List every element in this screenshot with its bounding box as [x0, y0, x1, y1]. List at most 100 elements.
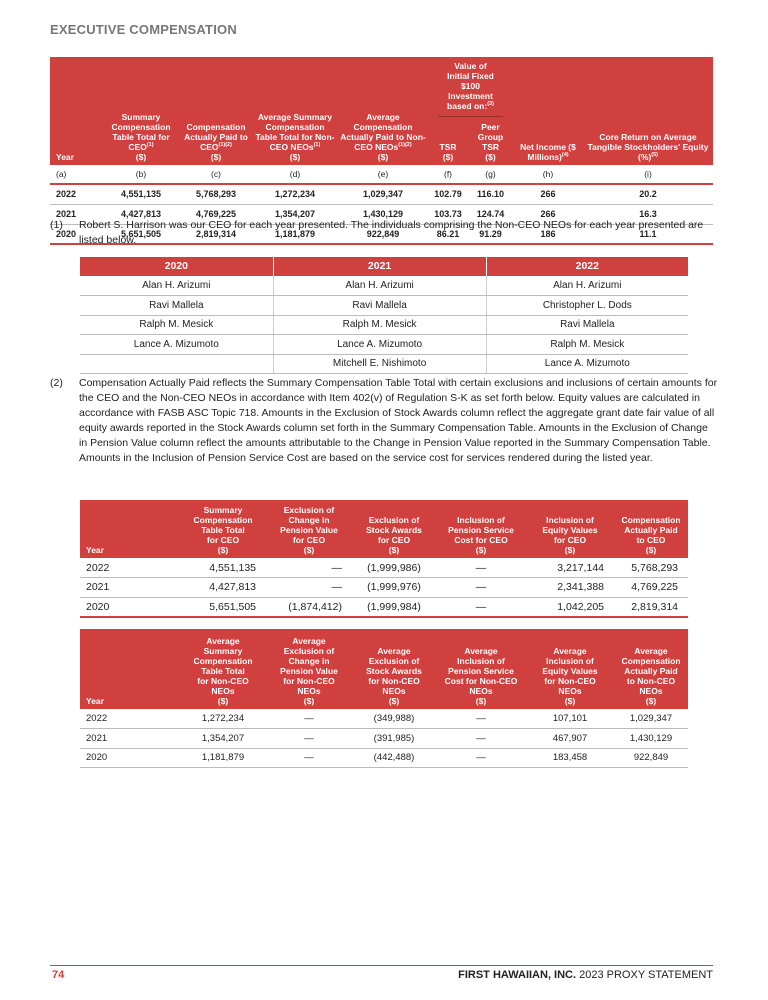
- header-line: Pension Value: [280, 525, 338, 535]
- table-cell: 2021: [80, 577, 180, 598]
- header-line: Average: [634, 646, 668, 656]
- header-line: Average: [377, 646, 411, 656]
- header-line: ($): [645, 696, 657, 706]
- header-line: Change in: [288, 515, 330, 525]
- table-cell: (391,985): [352, 728, 436, 749]
- table-cell: 124.74: [468, 204, 513, 225]
- header-line: Actually Paid: [624, 525, 678, 535]
- table-cell: 266: [513, 184, 583, 205]
- header-line: Equity Values: [542, 666, 598, 676]
- table-row: 2020 1,181,879— (442,488) —183,458 922,849: [80, 748, 688, 768]
- table-cell: 86.21: [428, 224, 468, 245]
- table-cell: 1,042,205: [526, 597, 614, 618]
- column-header: Exclusion of Change in Pension Value for CE…: [266, 500, 352, 558]
- table-cell: 467,907: [526, 728, 614, 749]
- col-group-investment: Value of Initial Fixed $100 Investment b…: [428, 57, 513, 120]
- table-row: 2022 4,551,135 5,768,293 1,272,234 1,029,347…: [50, 184, 713, 205]
- table-cell: —: [266, 728, 352, 749]
- table-cell: —: [266, 558, 352, 578]
- table-cell: (349,988): [352, 709, 436, 729]
- neo-name: Ravi Mallela: [80, 295, 274, 316]
- column-letter: (g): [468, 165, 513, 185]
- neo-name: Mitchell E. Nishimoto: [273, 354, 487, 374]
- table-cell: 3,217,144: [526, 558, 614, 578]
- footer-divider: [50, 965, 713, 966]
- header-line: Actually Paid: [624, 666, 678, 676]
- header-line: Summary: [203, 646, 243, 656]
- pay-versus-performance-table: Year Summary Compensation Table Total fo…: [50, 57, 713, 245]
- column-header: Inclusion of Equity Values for CEO ($): [526, 500, 614, 558]
- neo-name: Ravi Mallela: [486, 315, 688, 335]
- neo-name: Ralph M. Mesick: [80, 315, 274, 335]
- column-letter: (a): [50, 165, 102, 185]
- table-row: 2021 1,354,207— (391,985) —467,907 1,430,129: [80, 728, 688, 749]
- header-line: Inclusion of: [546, 656, 594, 666]
- header-line: Change in: [288, 656, 330, 666]
- header-line: Exclusion of: [283, 505, 335, 515]
- header-line: Pension Service: [448, 525, 514, 535]
- neo-name: Lance A. Mizumoto: [486, 354, 688, 374]
- header-line: ($): [388, 696, 400, 706]
- table-row: Ralph M. Mesick Ralph M. Mesick Ravi Malle…: [80, 315, 688, 335]
- column-letter: (d): [252, 165, 338, 185]
- column-header: Average Inclusion of Pension Service Cost f…: [436, 629, 526, 709]
- table-cell: —: [266, 709, 352, 729]
- neo-name: Alan H. Arizumi: [486, 276, 688, 296]
- table-cell: 2020: [50, 224, 102, 245]
- table-cell: 4,427,813: [180, 577, 266, 598]
- header-line: Pension Service: [448, 666, 514, 676]
- table-cell: 20.2: [583, 184, 713, 205]
- table-cell: 2020: [80, 597, 180, 618]
- table-cell: 5,651,505: [102, 224, 180, 245]
- table-cell: 103.73: [428, 204, 468, 225]
- table-cell: —: [266, 577, 352, 598]
- table-cell: 1,272,234: [252, 184, 338, 205]
- table-cell: 922,849: [614, 748, 688, 768]
- table-cell: 2021: [80, 728, 180, 749]
- table-row: 2022 1,272,234— (349,988) —107,101 1,029,347: [80, 709, 688, 729]
- table-cell: 1,354,207: [252, 204, 338, 225]
- header-line: ($): [564, 696, 576, 706]
- col-b: Summary Compensation Table Total for CEO…: [102, 57, 180, 165]
- page-number: 74: [52, 969, 65, 981]
- header-line: for Non-CEO: [283, 676, 335, 686]
- column-header: Average Inclusion of Equity Values for Non-…: [526, 629, 614, 709]
- neo-name: Lance A. Mizumoto: [273, 334, 487, 355]
- header-line: to CEO: [636, 535, 666, 545]
- header-line: for Non-CEO: [197, 676, 249, 686]
- column-letter: (h): [513, 165, 583, 185]
- header-line: Inclusion of: [457, 515, 505, 525]
- col-f: TSR ($): [428, 120, 468, 165]
- neo-name: Lance A. Mizumoto: [80, 334, 274, 355]
- header-line: Year: [86, 545, 104, 555]
- table-cell: 922,849: [338, 224, 428, 245]
- table-cell: 4,769,225: [614, 577, 688, 598]
- column-header: Exclusion of Stock Awards for CEO ($): [352, 500, 436, 558]
- column-header: Year: [80, 629, 180, 709]
- header-line: Average: [464, 646, 498, 656]
- table-cell: —: [266, 748, 352, 768]
- table-cell: 91.29: [468, 224, 513, 245]
- column-letter: (f): [428, 165, 468, 185]
- header-line: ($): [303, 696, 315, 706]
- table-row: Mitchell E. Nishimoto Lance A. Mizumoto: [80, 354, 688, 374]
- header-line: for Non-CEO: [544, 676, 596, 686]
- table-cell: 1,354,207: [180, 728, 266, 749]
- header-line: ($): [388, 545, 400, 555]
- table-cell: 1,430,129: [338, 204, 428, 225]
- header-line: Exclusion of: [368, 656, 420, 666]
- header-line: ($): [564, 545, 576, 555]
- table-cell: —: [436, 709, 526, 729]
- column-header: Average Exclusion of Stock Awards for Non-C…: [352, 629, 436, 709]
- header-line: Average: [553, 646, 587, 656]
- col-i: Core Return on Average Tangible Stockhol…: [583, 57, 713, 165]
- header-line: to Non-CEO: [626, 676, 676, 686]
- table-cell: 2,819,314: [180, 224, 252, 245]
- header-line: Stock Awards: [366, 525, 422, 535]
- footer-title: FIRST HAWAIIAN, INC. 2023 PROXY STATEMEN…: [458, 969, 713, 981]
- table-row: Lance A. Mizumoto Lance A. Mizumoto Ralph …: [80, 334, 688, 355]
- neo-name: Ravi Mallela: [273, 295, 487, 316]
- table-cell: 116.10: [468, 184, 513, 205]
- footnote-1: (1) Robert S. Harrison was our CEO for ea…: [50, 219, 704, 246]
- col-d: Average Summary Compensation Table Total…: [252, 57, 338, 165]
